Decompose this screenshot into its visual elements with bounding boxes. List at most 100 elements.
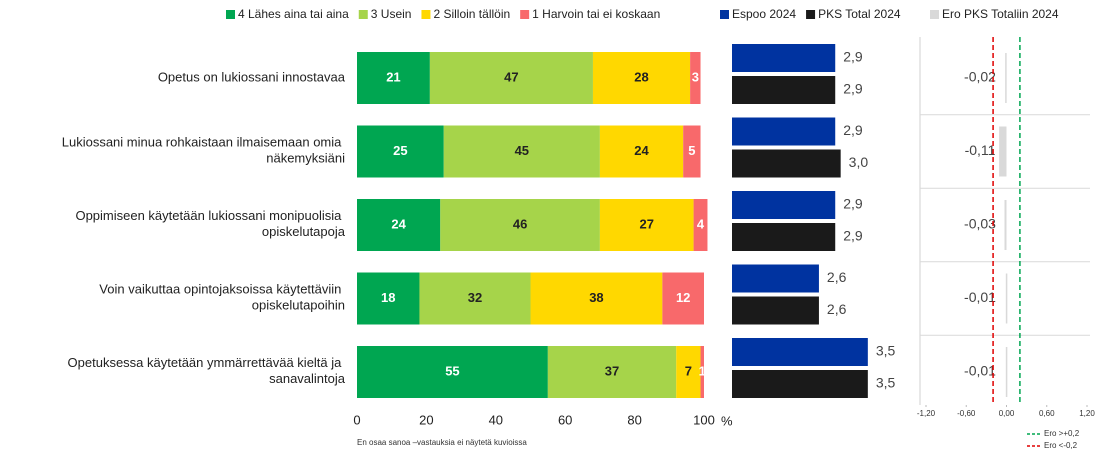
bar-segment [599, 125, 684, 178]
value-label: -0,02 [964, 69, 996, 85]
value-label: 3 [692, 69, 699, 84]
bar-segment [599, 199, 694, 251]
value-label: 2,9 [843, 122, 863, 138]
bar [732, 370, 868, 398]
legend-label: 4 Lähes aina tai aina [238, 7, 349, 21]
legend-swatch [226, 10, 235, 19]
legend-swatch [930, 10, 939, 19]
value-label: -0,01 [964, 289, 996, 305]
x-tick-label: 60 [558, 412, 572, 427]
value-label: 2,6 [827, 301, 847, 317]
bar-segment [429, 52, 593, 104]
legend-swatch [720, 10, 729, 19]
category-label: Opetus on lukiossani innostavaa [158, 69, 346, 84]
x-tick-label: 0,00 [999, 409, 1015, 418]
value-label: 21 [386, 69, 400, 84]
legend-label: Ero PKS Totaliin 2024 [942, 7, 1059, 21]
legend-label: 2 Silloin tällöin [433, 7, 510, 21]
value-label: 46 [513, 216, 527, 231]
bar [1005, 273, 1008, 324]
bar-segment [700, 346, 704, 398]
bar-segment [440, 199, 600, 251]
value-label: 24 [391, 216, 406, 231]
bar [999, 126, 1007, 177]
value-label: 37 [605, 363, 619, 378]
legend-label: Ero >+0,2 [1044, 429, 1080, 438]
value-label: 2,9 [843, 49, 863, 65]
value-label: 18 [381, 290, 395, 305]
legend-swatch [358, 10, 368, 19]
value-label: 7 [685, 363, 692, 378]
bar [732, 264, 819, 293]
x-tick-label: 0,60 [1039, 409, 1055, 418]
legend-swatch [806, 10, 816, 19]
legend-label: PKS Total 2024 [818, 7, 901, 21]
bar-segment [592, 52, 691, 104]
value-label: 27 [640, 216, 654, 231]
value-label: 1 [699, 363, 706, 378]
bar [1005, 347, 1008, 397]
bar-segment [419, 272, 531, 325]
x-tick-label: 0 [353, 412, 360, 427]
legend-swatch [421, 10, 431, 19]
value-label: -0,11 [965, 142, 996, 158]
bar-segment [530, 272, 663, 325]
category-label: Oppimiseen käytetään lukiossani monipuol… [75, 208, 345, 239]
value-label: 3,0 [849, 154, 869, 170]
legend-label: 3 Usein [371, 7, 412, 21]
value-label: 28 [634, 69, 648, 84]
x-tick-label: -1,20 [917, 409, 936, 418]
bar-segment [693, 199, 708, 251]
legend-label: Espoo 2024 [732, 7, 796, 21]
category-label: Voin vaikuttaa opintojaksoissa käytettäv… [99, 282, 345, 313]
category-label: Opetuksessa käytetään ymmärrettävää kiel… [68, 355, 346, 386]
bar-segment [357, 272, 420, 325]
bar [732, 117, 836, 146]
bar [732, 44, 836, 72]
bar [1005, 53, 1007, 103]
value-label: 24 [634, 143, 649, 158]
bar [732, 191, 836, 219]
value-label: 12 [676, 290, 690, 305]
bar-segment [547, 346, 677, 398]
legend-swatch [520, 10, 530, 19]
footnote: En osaa sanoa –vastauksia ei näytetä kuv… [357, 438, 527, 447]
value-label: 2,9 [843, 196, 863, 212]
value-label: 4 [697, 216, 705, 231]
x-tick-label: 20 [419, 412, 433, 427]
bar-segment [357, 199, 441, 251]
value-label: 3,5 [876, 343, 896, 359]
x-axis-unit: % [721, 413, 733, 428]
bar-segment [357, 52, 430, 104]
bar-segment [357, 125, 444, 178]
legend-label: 1 Harvoin tai ei koskaan [532, 7, 660, 21]
bar-segment [662, 272, 704, 325]
bar-segment [690, 52, 701, 104]
x-tick-label: 100 [693, 412, 715, 427]
x-tick-label: 1,20 [1079, 409, 1095, 418]
value-label: 2,9 [843, 228, 863, 244]
bar [732, 223, 836, 251]
value-label: 32 [468, 290, 482, 305]
value-label: 55 [445, 363, 459, 378]
x-tick-label: 80 [627, 412, 641, 427]
value-label: 45 [515, 143, 529, 158]
value-label: -0,01 [964, 363, 996, 379]
x-tick-label: 40 [489, 412, 503, 427]
bar [732, 149, 841, 178]
bar-segment [443, 125, 600, 178]
value-label: 47 [504, 69, 518, 84]
x-tick-label: -0,60 [957, 409, 976, 418]
value-label: 3,5 [876, 375, 896, 391]
value-label: 25 [393, 143, 407, 158]
value-label: -0,03 [964, 216, 996, 232]
bar-segment [683, 125, 701, 178]
category-label: Lukiossani minua rohkaistaan ilmaisemaan… [62, 135, 345, 166]
bar-segment [676, 346, 701, 398]
value-label: 2,9 [843, 81, 863, 97]
bar [1004, 200, 1007, 250]
value-label: 2,6 [827, 269, 847, 285]
value-label: 5 [688, 143, 695, 158]
bar [732, 296, 819, 325]
